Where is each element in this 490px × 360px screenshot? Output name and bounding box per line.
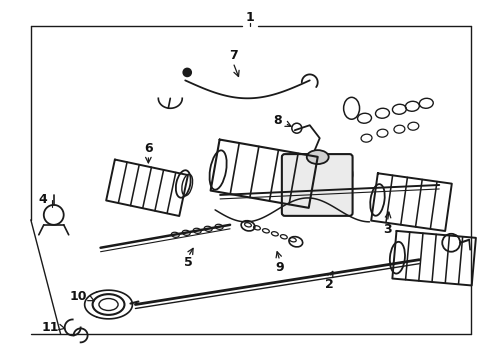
Text: 8: 8 [273,114,282,127]
Text: 11: 11 [42,321,59,334]
Text: 2: 2 [325,278,334,291]
Text: 10: 10 [70,290,87,303]
Text: 3: 3 [383,223,392,236]
Text: 5: 5 [184,256,193,269]
Ellipse shape [307,150,329,164]
Circle shape [183,68,191,76]
Text: 1: 1 [245,11,254,24]
Text: 9: 9 [275,261,284,274]
Text: 6: 6 [144,141,153,155]
Text: 4: 4 [38,193,47,206]
FancyBboxPatch shape [282,154,353,216]
Text: 7: 7 [229,49,238,62]
